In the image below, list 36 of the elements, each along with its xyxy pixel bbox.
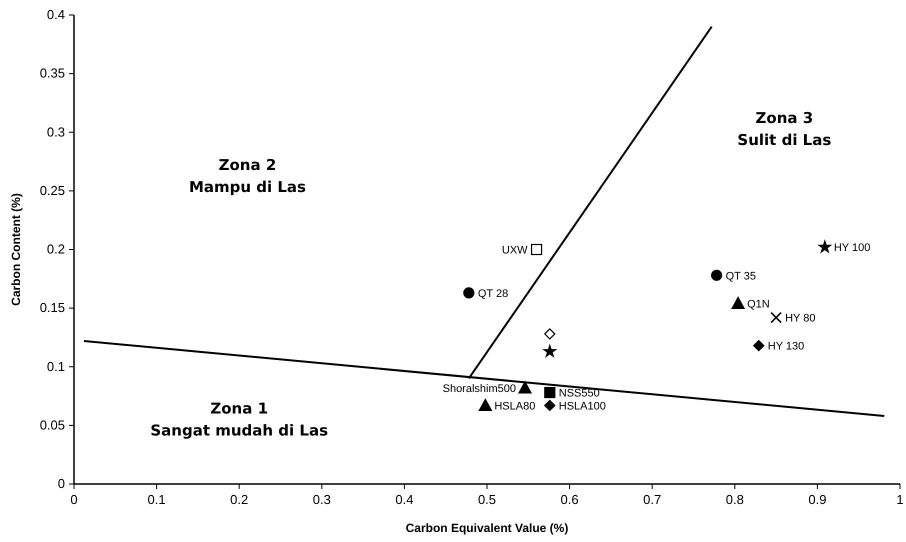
y-tick-label: 0 xyxy=(58,476,65,491)
x-tick-label: 0.1 xyxy=(148,492,166,507)
series-label: NSS550 xyxy=(558,388,600,400)
x-tick-label: 0 xyxy=(70,492,78,507)
series-label: Q1N xyxy=(747,298,770,310)
x-tick-label: 0.2 xyxy=(230,492,248,507)
y-tick-label: 0.25 xyxy=(40,182,65,198)
y-tick-label: 0.15 xyxy=(40,300,65,316)
series-label: QT 35 xyxy=(726,270,756,282)
x-tick-label: 0.5 xyxy=(478,492,496,507)
x-tick-label: 0.7 xyxy=(643,492,662,507)
series-label: HY 130 xyxy=(768,340,804,353)
y-tick-label: 0.05 xyxy=(40,417,65,432)
series-label: HY 80 xyxy=(785,312,816,325)
y-axis-title: Carbon Content (%) xyxy=(9,193,23,306)
y-tick-label: 0.3 xyxy=(46,124,65,140)
annotation: Zona 3 Sulit di Las xyxy=(737,108,832,149)
annotation: Zona 2 Mampu di Las xyxy=(188,156,306,196)
series-label: HSLA80 xyxy=(494,400,536,412)
y-tick-label: 0.4 xyxy=(46,7,65,22)
series-label: HSLA100 xyxy=(558,400,606,412)
y-tick-label: 0.1 xyxy=(46,358,65,374)
series-label: QT 28 xyxy=(478,288,508,300)
y-tick-label: 0.2 xyxy=(46,242,65,256)
series-label: HY 100 xyxy=(834,242,870,254)
x-tick-label: 0.8 xyxy=(726,492,744,507)
series-label: Shoralshim500 xyxy=(442,382,516,395)
x-tick-label: 0.9 xyxy=(808,492,826,507)
x-axis-title: Carbon Equivalent Value (%) xyxy=(406,521,568,535)
series-label: UXW xyxy=(502,244,528,256)
x-tick-label: 1 xyxy=(896,492,904,507)
annotation: Zona 1 Sangat mudah di Las xyxy=(150,400,328,440)
x-tick-label: 0.6 xyxy=(560,492,579,507)
x-tick-label: 0.3 xyxy=(312,492,331,507)
x-tick-label: 0.4 xyxy=(395,492,414,507)
y-tick-label: 0.35 xyxy=(40,66,65,81)
